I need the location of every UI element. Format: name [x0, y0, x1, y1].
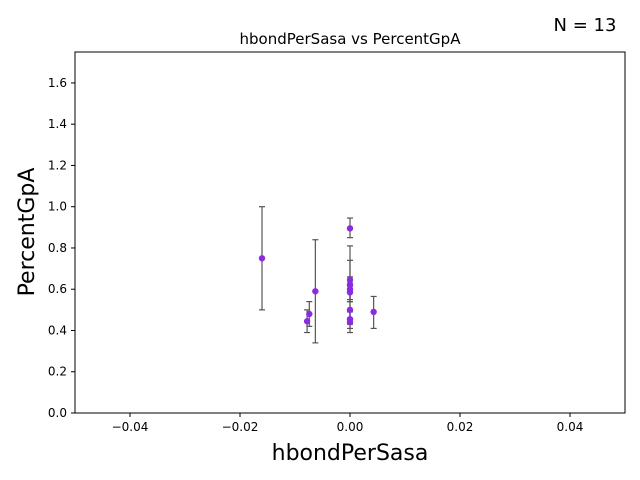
y-tick-label: 0.2: [48, 365, 67, 379]
y-tick-label: 1.4: [48, 117, 67, 131]
y-tick-label: 1.6: [48, 76, 67, 90]
data-point: [346, 319, 354, 326]
data-point: [312, 288, 319, 295]
y-tick-label: 0.0: [48, 406, 67, 420]
y-tick-label: 1.2: [48, 158, 67, 172]
data-point: [346, 306, 354, 314]
y-tick-label: 0.6: [48, 282, 67, 296]
y-axis: 0.0 0.2 0.4 0.6 0.8 1.0 1.2 1.4 1.6: [48, 76, 75, 420]
x-tick-label: −0.02: [222, 420, 259, 434]
x-tick-label: 0.04: [557, 420, 584, 434]
x-tick-label: 0.00: [337, 420, 364, 434]
data-point: [346, 225, 354, 232]
data-point: [306, 310, 313, 318]
x-axis-label: hbondPerSasa: [272, 441, 429, 466]
data-point: [303, 318, 311, 325]
data-point: [346, 289, 354, 296]
data-point: [346, 276, 354, 284]
chart-title: hbondPerSasa vs PercentGpA: [240, 30, 462, 48]
x-tick-label: 0.02: [447, 420, 474, 434]
y-tick-label: 0.8: [48, 241, 67, 255]
sample-count-annotation: N = 13: [554, 15, 617, 36]
x-axis: −0.04 −0.02 0.00 0.02 0.04: [112, 413, 584, 434]
y-tick-label: 0.4: [48, 323, 67, 337]
plot-area: [258, 206, 377, 344]
data-point: [370, 308, 377, 316]
y-tick-label: 1.0: [48, 200, 67, 214]
y-axis-label: PercentGpA: [15, 168, 40, 297]
x-tick-label: −0.04: [112, 420, 149, 434]
data-point: [258, 255, 266, 262]
